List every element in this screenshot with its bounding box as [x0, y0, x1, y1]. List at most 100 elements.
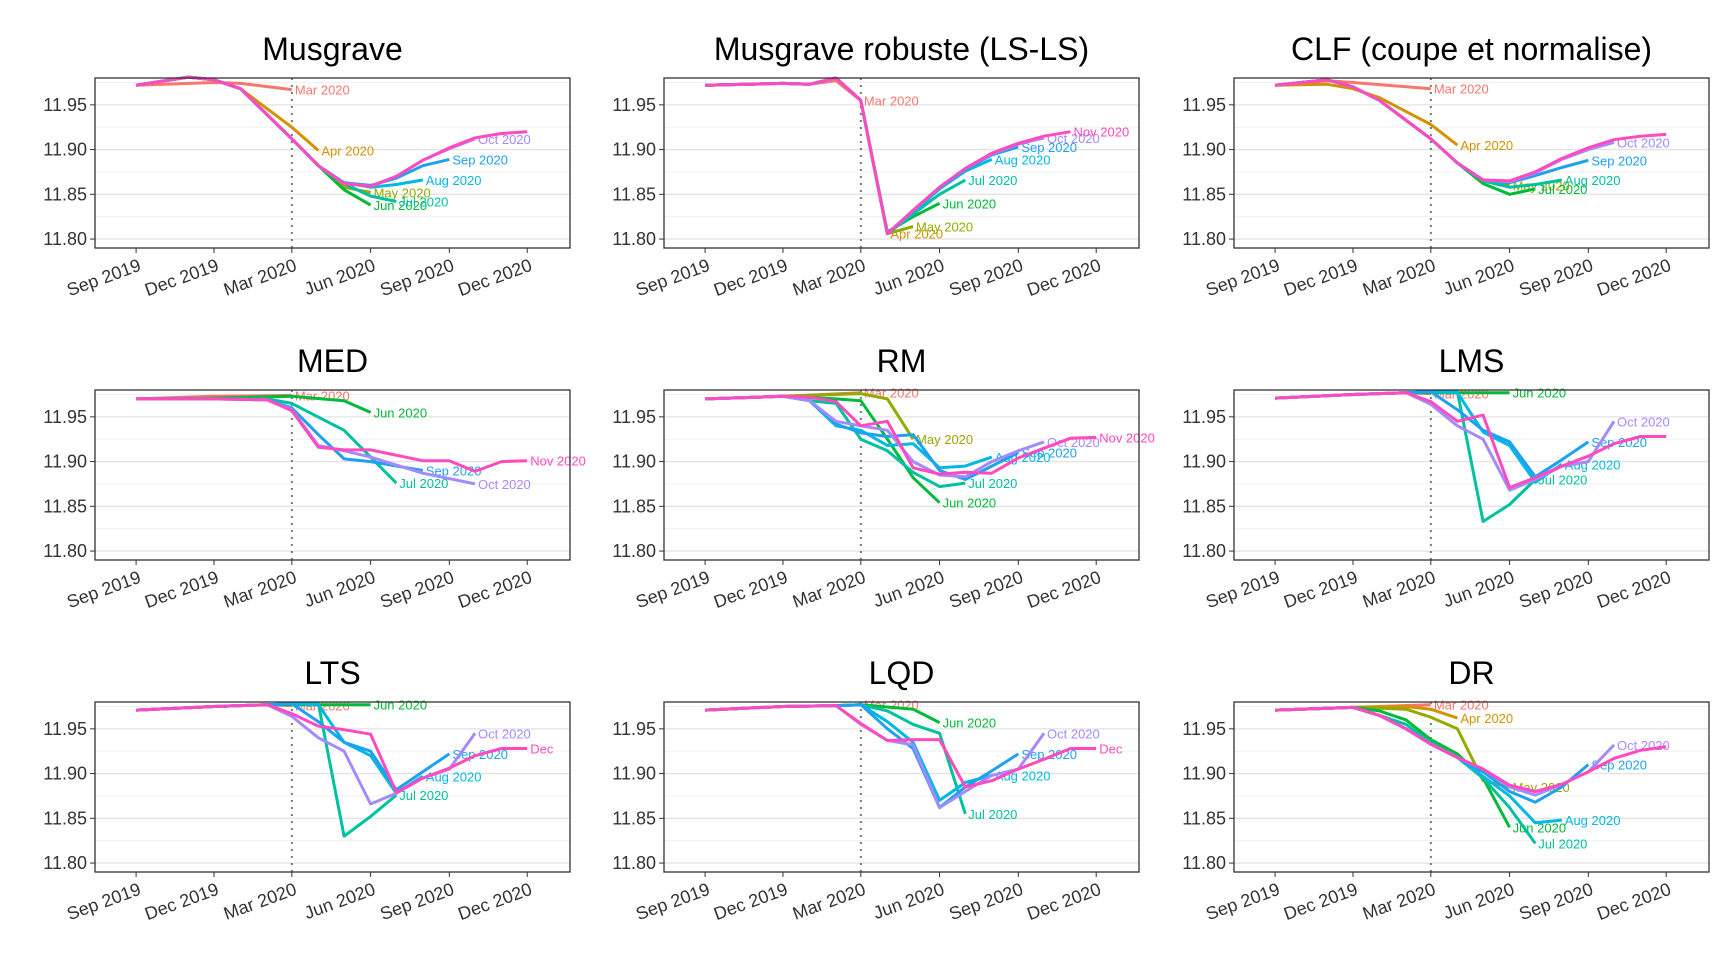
- series-line: [705, 704, 1097, 789]
- y-tick-label: 11.90: [43, 140, 87, 160]
- series-label: Jun 2020: [374, 698, 428, 713]
- series-label: Jun 2020: [374, 405, 428, 420]
- x-tick-label: Sep 2020: [1516, 879, 1595, 924]
- series-label: Oct 2020: [1047, 726, 1100, 741]
- series-line: [1275, 390, 1563, 484]
- y-tick-label: 11.90: [612, 452, 656, 472]
- series-label: Jul 2020: [399, 476, 448, 491]
- series-label: May 2020: [916, 432, 973, 447]
- x-tick-label: Mar 2020: [1360, 567, 1438, 612]
- series-label: Oct 2020: [1617, 135, 1670, 150]
- series-line: [1275, 705, 1667, 793]
- x-tick-label: Mar 2020: [1360, 879, 1438, 924]
- x-tick-label: Sep 2020: [946, 879, 1025, 924]
- series-line: [136, 81, 292, 92]
- y-tick-label: 11.90: [1182, 140, 1226, 160]
- y-tick-label: 11.80: [43, 541, 87, 561]
- x-tick-label: Mar 2020: [221, 879, 299, 924]
- x-tick-label: Jun 2020: [1441, 255, 1517, 299]
- y-tick-label: 11.80: [612, 229, 656, 249]
- x-tick-label: Dec 2020: [455, 879, 534, 924]
- y-tick-label: 11.90: [612, 140, 656, 160]
- x-tick-label: Dec 2019: [711, 567, 790, 612]
- x-tick-label: Dec 2019: [711, 255, 790, 300]
- series-label: Sep 2020: [1021, 446, 1077, 461]
- x-tick-label: Sep 2019: [633, 879, 712, 924]
- y-tick-label: 11.95: [43, 407, 87, 427]
- y-tick-label: 11.90: [1182, 764, 1226, 784]
- x-tick-label: Dec 2019: [1281, 567, 1360, 612]
- y-tick-label: 11.80: [612, 853, 656, 873]
- series-label: Sep 2020: [1591, 153, 1647, 168]
- series-label: Jun 2020: [374, 198, 428, 213]
- x-tick-label: Dec 2019: [142, 879, 221, 924]
- panel-border: [94, 389, 571, 561]
- series-label: Oct 2020: [478, 726, 531, 741]
- x-tick-label: Sep 2020: [946, 567, 1025, 612]
- series-label: Jul 2020: [399, 788, 448, 803]
- x-tick-label: Dec 2020: [1024, 255, 1103, 300]
- x-tick-label: Jun 2020: [1441, 879, 1517, 923]
- x-tick-label: Mar 2020: [1360, 255, 1438, 300]
- series-label: Jul 2020: [968, 173, 1017, 188]
- series-label: Apr 2020: [321, 143, 374, 158]
- x-tick-label: Sep 2020: [1516, 255, 1595, 300]
- x-tick-label: Dec 2020: [455, 255, 534, 300]
- series-line: [705, 76, 1071, 236]
- y-tick-label: 11.95: [612, 407, 656, 427]
- y-tick-label: 11.80: [1182, 229, 1226, 249]
- x-tick-label: Mar 2020: [790, 567, 868, 612]
- x-tick-label: Dec 2020: [1594, 879, 1673, 924]
- y-tick-label: 11.85: [43, 184, 87, 204]
- panel-border: [94, 701, 571, 873]
- series-label: Aug 2020: [426, 769, 482, 784]
- y-tick-label: 11.95: [43, 719, 87, 739]
- panel-border: [663, 701, 1140, 873]
- x-tick-label: Dec 2020: [455, 567, 534, 612]
- series-line: [705, 703, 967, 815]
- y-tick-label: 11.95: [43, 95, 87, 115]
- series-label: Apr 2020: [1460, 711, 1513, 726]
- panel-title: RM: [877, 343, 927, 379]
- series-label: Jul 2020: [1538, 182, 1587, 197]
- series-label: Aug 2020: [995, 152, 1051, 167]
- y-tick-label: 11.95: [612, 95, 656, 115]
- x-tick-label: Jun 2020: [871, 879, 947, 923]
- series-label: Nov 2020: [530, 454, 586, 469]
- x-tick-label: Dec 2020: [1594, 567, 1673, 612]
- x-tick-label: Dec 2019: [1281, 879, 1360, 924]
- series-line: [136, 702, 398, 838]
- y-tick-label: 11.95: [1182, 719, 1226, 739]
- series-label: Jun 2020: [943, 496, 997, 511]
- series-label: Aug 2020: [426, 173, 482, 188]
- x-tick-label: Mar 2020: [790, 879, 868, 924]
- y-tick-label: 11.80: [43, 229, 87, 249]
- x-tick-label: Mar 2020: [790, 255, 868, 300]
- x-tick-label: Sep 2019: [1203, 567, 1282, 612]
- x-tick-label: Sep 2019: [633, 567, 712, 612]
- x-tick-label: Jun 2020: [871, 255, 947, 299]
- x-tick-label: Dec 2019: [711, 879, 790, 924]
- series-line: [1275, 390, 1537, 523]
- x-tick-label: Dec 2019: [1281, 255, 1360, 300]
- x-tick-label: Dec 2019: [142, 567, 221, 612]
- series-line: [136, 702, 424, 795]
- y-tick-label: 11.85: [612, 808, 656, 828]
- series-label: Aug 2020: [1565, 173, 1621, 188]
- series-line: [135, 75, 424, 189]
- series-line: [136, 397, 528, 473]
- panel-title: LQD: [869, 655, 935, 691]
- series-label: Mar 2020: [295, 83, 350, 98]
- x-tick-label: Sep 2019: [64, 879, 143, 924]
- series-line: [1275, 705, 1562, 825]
- series-line: [136, 703, 528, 794]
- x-tick-label: Jun 2020: [1441, 567, 1517, 611]
- series-label: Jun 2020: [943, 196, 997, 211]
- series-line: [135, 75, 528, 188]
- series-label: Jun 2020: [943, 716, 997, 731]
